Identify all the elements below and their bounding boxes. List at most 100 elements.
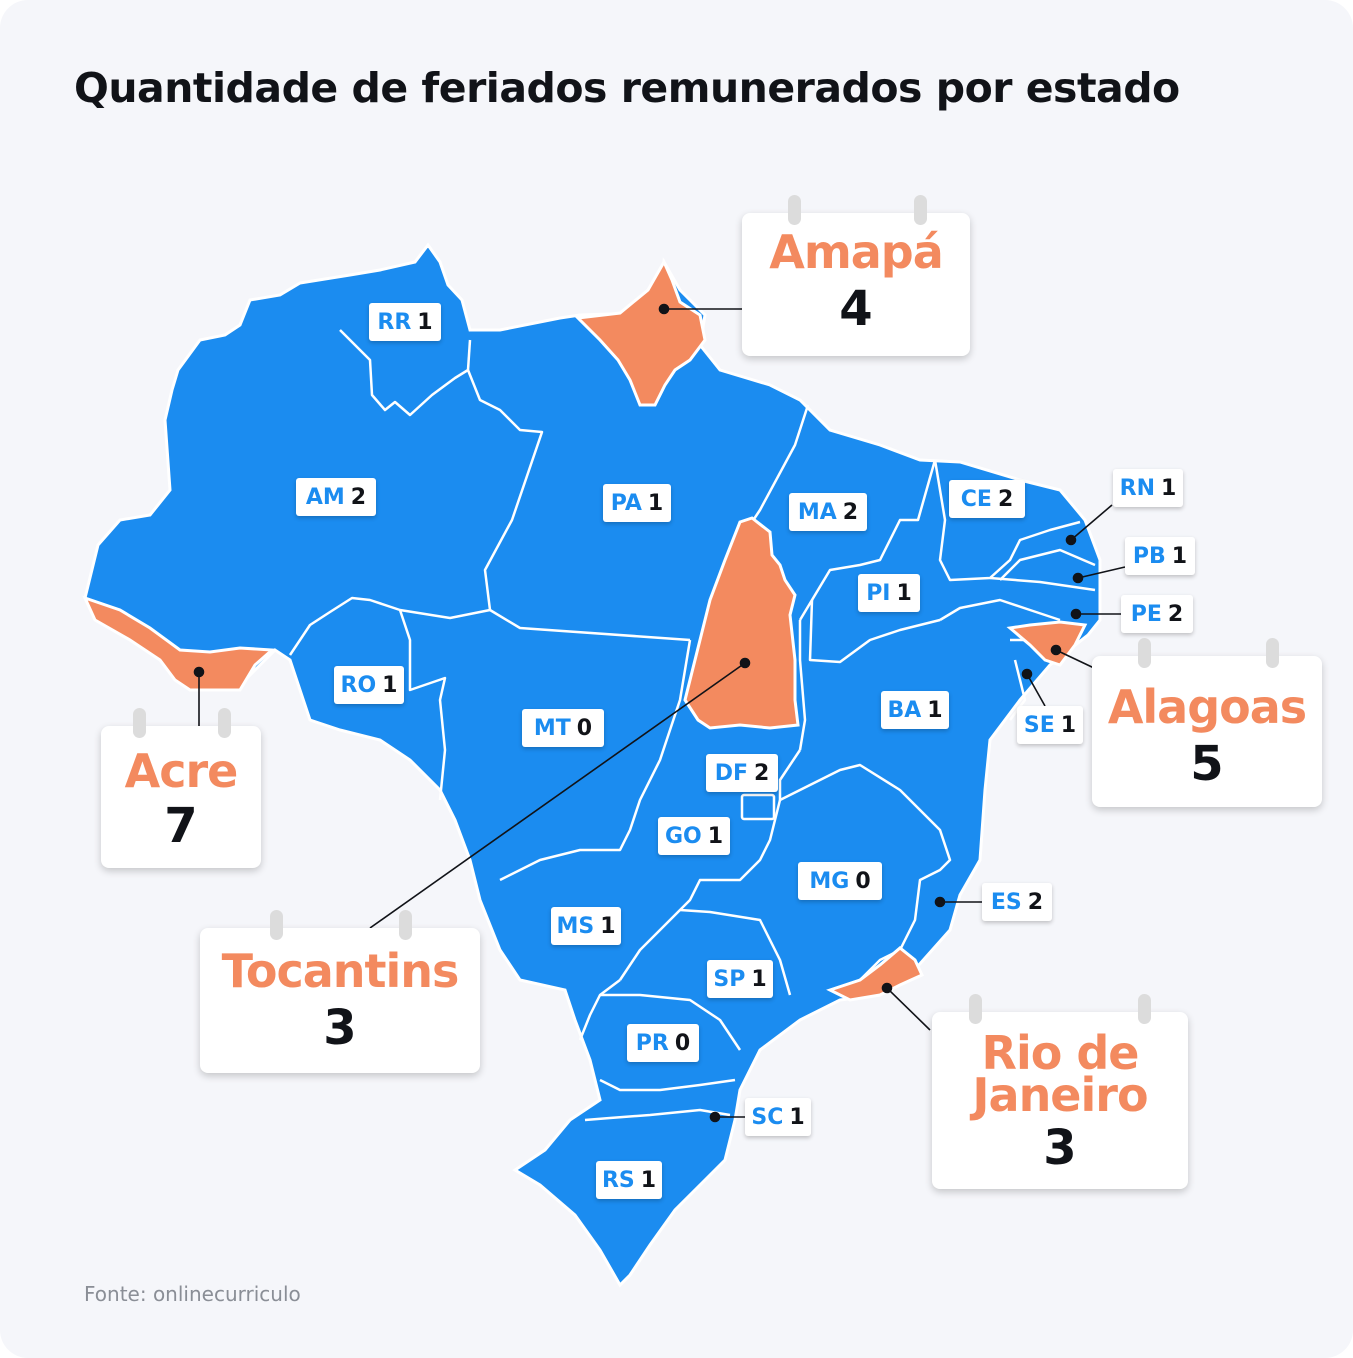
state-abbr: MG <box>809 868 850 894</box>
state-value: 0 <box>674 1030 691 1056</box>
highlight-state-value: 3 <box>323 1000 357 1056</box>
state-abbr: BA <box>887 697 922 723</box>
state-label-sp: SP 1 <box>707 960 773 998</box>
state-abbr: DF <box>714 760 748 786</box>
state-label-es: ES 2 <box>982 883 1052 921</box>
state-abbr: PR <box>635 1030 669 1056</box>
state-value: 1 <box>1171 543 1188 569</box>
state-label-rn: RN 1 <box>1113 469 1183 507</box>
calendar-card-amapa: Amapá 4 <box>742 195 970 356</box>
state-label-pi: PI 1 <box>858 574 920 612</box>
state-abbr: ES <box>990 889 1022 915</box>
state-value: 1 <box>647 490 664 516</box>
state-abbr: RS <box>601 1167 635 1193</box>
calendar-ring-icon <box>788 195 801 225</box>
amapa-shape <box>574 258 707 407</box>
rio-de-janeiro-shape <box>826 946 924 1002</box>
highlight-state-value: 4 <box>839 281 873 337</box>
state-value: 1 <box>600 913 616 939</box>
state-label-pb: PB 1 <box>1125 537 1195 575</box>
state-value: 1 <box>640 1167 657 1193</box>
calendar-ring-icon <box>969 994 982 1024</box>
state-label-pa: PA 1 <box>603 484 671 522</box>
state-value: 1 <box>1060 712 1077 738</box>
state-borders <box>288 329 1096 1122</box>
highlight-state-name: Acre <box>124 744 239 798</box>
state-abbr: SP <box>713 966 746 992</box>
calendar-ring-icon <box>133 708 146 738</box>
state-label-rr: RR 1 <box>369 303 441 341</box>
chart-title: Quantidade de feriados remunerados por e… <box>74 64 1180 112</box>
state-abbr: MA <box>797 499 837 525</box>
state-abbr: MS <box>556 913 595 939</box>
highlight-state-name-line1: Rio de <box>981 1026 1140 1080</box>
state-value: 1 <box>927 697 943 723</box>
state-abbr: PI <box>866 580 891 606</box>
calendar-ring-icon <box>1266 638 1279 668</box>
highlight-state-name: Alagoas <box>1107 680 1307 734</box>
state-label-ba: BA 1 <box>881 691 949 729</box>
state-value: 2 <box>350 484 367 510</box>
state-label-ce: CE 2 <box>949 480 1025 518</box>
highlight-state-name: Tocantins <box>221 944 460 998</box>
state-value: 0 <box>576 715 593 741</box>
calendar-ring-icon <box>914 195 927 225</box>
calendar-ring-icon <box>399 910 412 940</box>
state-label-mg: MG 0 <box>798 862 882 900</box>
highlight-state-value: 5 <box>1190 736 1224 792</box>
state-label-ms: MS 1 <box>551 907 621 945</box>
state-abbr: AM <box>305 484 345 510</box>
state-value: 1 <box>382 672 398 698</box>
state-value: 1 <box>707 823 724 849</box>
state-value: 2 <box>1027 889 1044 915</box>
state-label-am: AM 2 <box>296 478 376 516</box>
state-value: 1 <box>751 966 767 992</box>
state-abbr: PB <box>1132 543 1166 569</box>
calendar-ring-icon <box>1138 994 1151 1024</box>
state-abbr: SE <box>1023 712 1055 738</box>
state-value: 1 <box>896 580 912 606</box>
state-value: 2 <box>753 760 770 786</box>
state-label-mt: MT 0 <box>522 709 604 747</box>
state-abbr: RN <box>1119 475 1156 501</box>
tocantins-shape <box>683 516 800 730</box>
source-note: Fonte: onlinecurriculo <box>84 1282 301 1306</box>
calendar-card-acre: Acre 7 <box>101 708 261 868</box>
state-value: 1 <box>417 309 433 335</box>
calendar-card-rio-de-janeiro: Rio de Janeiro 3 <box>932 994 1188 1189</box>
state-abbr: RR <box>377 309 412 335</box>
state-value: 1 <box>789 1104 805 1130</box>
highlight-state-name: Amapá <box>769 225 944 279</box>
state-value: 0 <box>855 868 871 894</box>
state-label-se: SE 1 <box>1017 706 1083 744</box>
highlight-state-name-line2: Janeiro <box>972 1068 1148 1122</box>
state-label-sc: SC 1 <box>745 1098 811 1136</box>
state-label-rs: RS 1 <box>596 1161 662 1199</box>
state-label-pr: PR 0 <box>627 1024 699 1062</box>
state-value: 2 <box>842 499 859 525</box>
highlight-state-value: 7 <box>164 798 198 854</box>
state-abbr: SC <box>751 1104 784 1130</box>
state-value: 2 <box>1167 601 1184 627</box>
state-abbr: GO <box>664 823 702 849</box>
state-value: 1 <box>1161 475 1177 501</box>
state-abbr: MT <box>533 715 571 741</box>
highlight-state-value: 3 <box>1043 1120 1077 1176</box>
state-label-pe: PE 2 <box>1121 595 1193 633</box>
state-value: 2 <box>997 486 1014 512</box>
state-abbr: RO <box>340 672 377 698</box>
leader-lines <box>193 303 1126 1123</box>
state-label-ma: MA 2 <box>789 493 867 531</box>
calendar-ring-icon <box>218 708 231 738</box>
state-abbr: PA <box>610 490 642 516</box>
calendar-card-tocantins: Tocantins 3 <box>200 910 480 1073</box>
state-abbr: CE <box>960 486 992 512</box>
calendar-ring-icon <box>270 910 283 940</box>
state-abbr: PE <box>1130 601 1162 627</box>
calendar-card-alagoas: Alagoas 5 <box>1092 638 1322 807</box>
acre-shape <box>82 595 276 692</box>
state-label-df: DF 2 <box>706 754 778 792</box>
state-label-ro: RO 1 <box>334 666 404 704</box>
state-label-go: GO 1 <box>658 817 730 855</box>
